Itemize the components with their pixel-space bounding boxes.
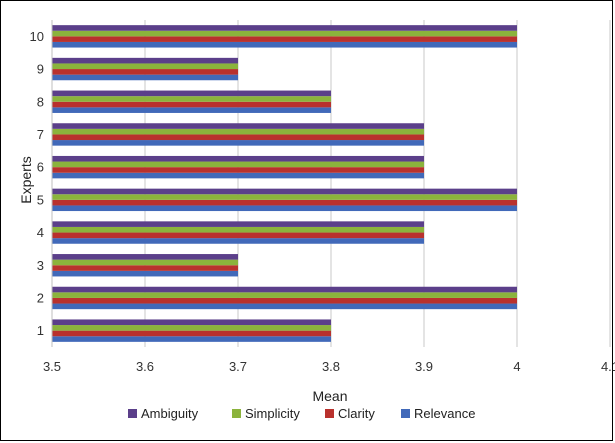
bar-simplicity-expert-6 [52,161,424,168]
legend-item-ambiguity: Ambiguity [128,406,199,421]
x-tick-label: 3.9 [415,359,433,374]
y-tick-label: 3 [37,258,44,273]
bar-ambiguity-expert-10 [52,25,517,31]
legend-label: Ambiguity [141,406,199,421]
bar-ambiguity-expert-9 [52,57,238,64]
bar-clarity-expert-6 [52,167,424,173]
bar-clarity-expert-2 [52,297,517,304]
legend-label: Clarity [338,406,375,421]
y-tick-label: 1 [37,323,44,338]
bar-relevance-expert-7 [52,140,424,146]
bar-clarity-expert-1 [52,330,331,337]
bar-relevance-expert-2 [52,303,517,310]
bar-relevance-expert-3 [52,270,238,277]
bar-simplicity-expert-10 [52,30,517,37]
bar-simplicity-expert-5 [52,194,517,200]
bar-ambiguity-expert-5 [52,188,517,195]
y-tick-label: 10 [30,29,44,44]
bar-simplicity-expert-9 [52,63,238,70]
bar-clarity-expert-5 [52,199,517,206]
bar-relevance-expert-5 [52,205,517,212]
legend-item-clarity: Clarity [325,406,375,421]
x-tick-label: 3.8 [322,359,340,374]
x-tick-label: 4.1 [601,359,615,374]
bar-clarity-expert-10 [52,36,517,42]
bar-clarity-expert-9 [52,69,238,75]
legend-swatch [401,409,410,418]
bar-relevance-expert-10 [52,41,517,48]
bars [52,25,517,342]
bar-ambiguity-expert-6 [52,155,424,162]
legend-swatch [325,409,334,418]
legend-item-relevance: Relevance [401,406,475,421]
bar-clarity-expert-8 [52,101,331,108]
x-tick-label: 3.7 [229,359,247,374]
y-tick-label: 8 [37,94,44,109]
bar-simplicity-expert-4 [52,226,424,233]
bar-relevance-expert-6 [52,172,424,179]
legend-label: Relevance [414,406,475,421]
x-tick-label: 3.5 [43,359,61,374]
y-tick-label: 2 [37,290,44,305]
y-tick-label: 6 [37,160,44,175]
legend-swatch [232,409,241,418]
y-tick-label: 5 [37,192,44,207]
y-tick-label: 9 [37,62,44,77]
bar-relevance-expert-8 [52,107,331,113]
x-axis-title: Mean [312,388,347,404]
bar-relevance-expert-4 [52,238,424,244]
bar-ambiguity-expert-4 [52,221,424,227]
bar-relevance-expert-1 [52,336,331,342]
bar-ambiguity-expert-7 [52,123,424,129]
y-tick-label: 7 [37,127,44,142]
bar-ambiguity-expert-3 [52,254,238,260]
bar-clarity-expert-4 [52,232,424,239]
legend-swatch [128,409,137,418]
legend-label: Simplicity [245,406,300,421]
bar-simplicity-expert-2 [52,292,517,298]
bar-simplicity-expert-3 [52,259,238,266]
y-tick-label: 4 [37,225,44,240]
legend: Ambiguity Simplicity Clarity Relevance [128,406,475,421]
bar-simplicity-expert-7 [52,128,424,135]
x-tick-label: 4 [513,359,520,374]
x-tick-label: 3.6 [136,359,154,374]
legend-item-simplicity: Simplicity [232,406,300,421]
bar-ambiguity-expert-8 [52,90,331,97]
bar-clarity-expert-7 [52,134,424,141]
bar-ambiguity-expert-1 [52,319,331,326]
bar-clarity-expert-3 [52,265,238,271]
bar-simplicity-expert-1 [52,325,331,331]
bar-simplicity-expert-8 [52,96,331,102]
bar-relevance-expert-9 [52,74,238,81]
axes: 3.5 3.6 3.7 3.8 3.9 4 4.1 1 2 3 4 5 6 7 8 9 10 [30,20,615,374]
bar-ambiguity-expert-2 [52,286,517,293]
y-axis-title: Experts [18,156,34,203]
